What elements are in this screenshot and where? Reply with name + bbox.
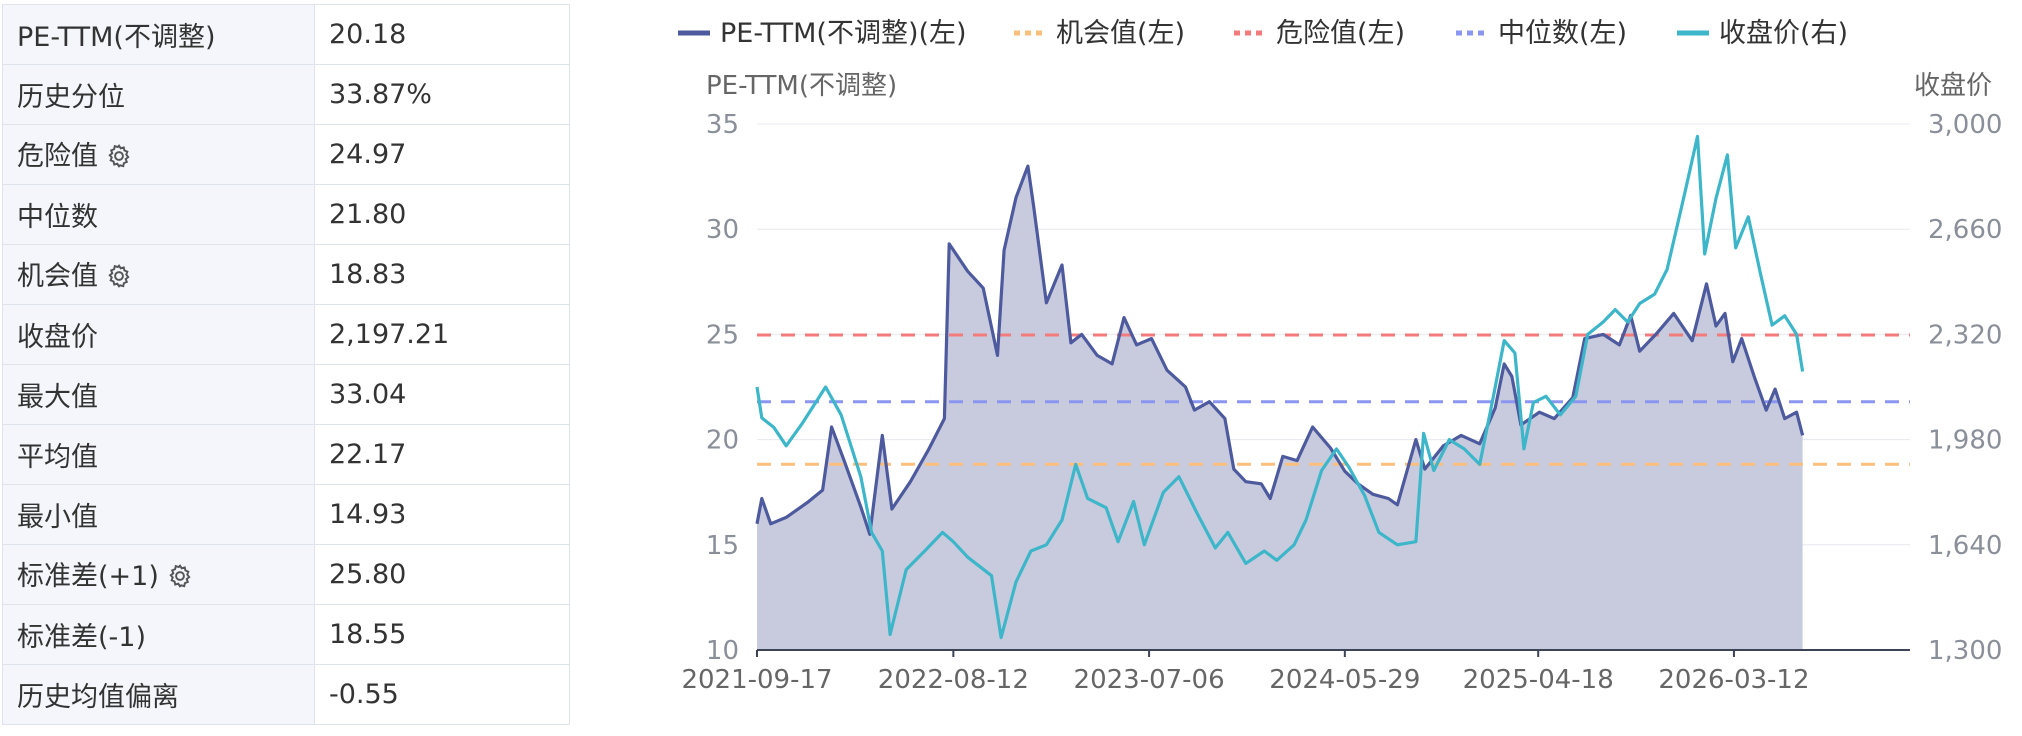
stats-label: 中位数 (17, 202, 98, 233)
stats-row: 历史均值偏离 -0.55 (2, 664, 570, 725)
stats-label-cell: 机会值 (2, 244, 315, 305)
legend-item[interactable]: 中位数(左) (1456, 18, 1627, 49)
stats-label: 标准差(-1) (17, 622, 146, 653)
stats-value: 2,197.21 (314, 304, 570, 365)
stats-label-cell: 标准差(-1) (2, 604, 315, 665)
legend-label: 收盘价(右) (1719, 18, 1848, 49)
legend-item[interactable]: PE-TTM(不调整)(左) (678, 18, 967, 49)
gear-icon[interactable] (167, 563, 193, 596)
stats-label-cell: 最小值 (2, 484, 315, 545)
pe-area-layer (757, 166, 1803, 650)
x-tick-label: 2025-04-18 (1463, 665, 1614, 695)
gear-icon[interactable] (106, 263, 132, 296)
stats-label-cell: 危险值 (2, 124, 315, 185)
stats-label-cell: 标准差(+1) (2, 544, 315, 605)
stats-label: 历史分位 (17, 82, 125, 113)
stats-label-cell: PE-TTM(不调整) (2, 4, 315, 65)
series-layer (755, 134, 1805, 640)
legend-label: 危险值(左) (1276, 18, 1405, 49)
stats-label: 平均值 (17, 442, 98, 473)
chart-axes: 10 1,300 15 1,640 20 1,980 25 2,320 30 2,660 35 3,0… (681, 71, 2002, 695)
stats-label: 机会值 (17, 260, 98, 292)
legend-item[interactable]: 收盘价(右) (1677, 18, 1848, 49)
stats-label-cell: 最大值 (2, 364, 315, 425)
x-tick-label: 2022-08-12 (878, 665, 1029, 695)
y-right-tick-label: 3,000 (1928, 110, 2002, 140)
stats-value: 14.93 (314, 484, 570, 545)
stats-label: 历史均值偏离 (17, 682, 179, 713)
y-left-tick-label: 20 (706, 426, 739, 456)
y-right-tick-label: 1,640 (1928, 531, 2002, 561)
stats-value: 33.87% (314, 64, 570, 125)
x-tick-label: 2021-09-17 (681, 665, 832, 695)
x-tick-label: 2026-03-12 (1658, 665, 1809, 695)
close-price-line (755, 134, 1805, 640)
stats-row: 最大值 33.04 (2, 364, 570, 425)
stats-value: 18.83 (314, 244, 570, 305)
y-left-tick-label: 30 (706, 215, 739, 245)
chart-legend[interactable]: PE-TTM(不调整)(左) 机会值(左) 危险值(左) 中位数(左) 收盘价(右) (678, 18, 1848, 49)
gear-icon[interactable] (106, 143, 132, 176)
legend-label: 机会值(左) (1056, 18, 1185, 49)
stats-row: PE-TTM(不调整) 20.18 (2, 4, 570, 65)
stats-label: 标准差(+1) (17, 560, 159, 592)
stats-label-cell: 中位数 (2, 184, 315, 245)
y-right-tick-label: 2,660 (1928, 215, 2002, 245)
stats-value: -0.55 (314, 664, 570, 725)
pe-area-fill (757, 166, 1803, 650)
stats-row: 收盘价 2,197.21 (2, 304, 570, 365)
y-left-tick-label: 10 (706, 636, 739, 666)
y-right-tick-label: 1,980 (1928, 426, 2002, 456)
stats-label: 危险值 (17, 140, 98, 172)
stats-row: 平均值 22.17 (2, 424, 570, 485)
y-right-tick-label: 1,300 (1928, 636, 2002, 666)
stats-row: 标准差(-1) 18.55 (2, 604, 570, 665)
right-axis-title: 收盘价 (1914, 71, 1992, 101)
stats-value: 24.97 (314, 124, 570, 185)
stats-value: 25.80 (314, 544, 570, 605)
y-left-tick-label: 15 (706, 531, 739, 561)
y-right-tick-label: 2,320 (1928, 320, 2002, 350)
stats-row: 历史分位 33.87% (2, 64, 570, 125)
pe-chart: PE-TTM(不调整)(左) 机会值(左) 危险值(左) 中位数(左) 收盘价(右) 1… (678, 18, 2002, 695)
y-left-tick-label: 25 (706, 320, 739, 350)
stats-label-cell: 历史分位 (2, 64, 315, 125)
stats-label: 收盘价 (17, 322, 98, 353)
stats-row: 危险值 24.97 (2, 124, 570, 185)
stats-row: 机会值 18.83 (2, 244, 570, 305)
left-axis-title: PE-TTM(不调整) (706, 71, 897, 101)
stats-table-body: PE-TTM(不调整) 20.18 历史分位 33.87% 危险值 24.97 中位数 21.… (2, 4, 570, 725)
stats-value: 20.18 (314, 4, 570, 65)
pe-ttm-line (755, 164, 1805, 536)
legend-label: 中位数(左) (1498, 18, 1627, 49)
stats-row: 中位数 21.80 (2, 184, 570, 245)
stats-row: 最小值 14.93 (2, 484, 570, 545)
legend-item[interactable]: 机会值(左) (1014, 18, 1185, 49)
stats-label: 最大值 (17, 382, 98, 413)
stats-value: 22.17 (314, 424, 570, 485)
reference-lines (757, 333, 1910, 466)
y-left-tick-label: 35 (706, 110, 739, 140)
stats-label: 最小值 (17, 502, 98, 533)
stats-label-cell: 收盘价 (2, 304, 315, 365)
legend-label: PE-TTM(不调整)(左) (720, 18, 967, 49)
x-tick-label: 2024-05-29 (1269, 665, 1420, 695)
legend-item[interactable]: 危险值(左) (1234, 18, 1405, 49)
stats-label-cell: 历史均值偏离 (2, 664, 315, 725)
stats-row: 标准差(+1) 25.80 (2, 544, 570, 605)
stats-value: 18.55 (314, 604, 570, 665)
stats-value: 21.80 (314, 184, 570, 245)
stats-table: PE-TTM(不调整) 20.18 历史分位 33.87% 危险值 24.97 中位数 21.… (2, 4, 570, 725)
stats-label-cell: 平均值 (2, 424, 315, 485)
x-tick-label: 2023-07-06 (1074, 665, 1225, 695)
stats-label: PE-TTM(不调整) (17, 22, 216, 53)
stats-value: 33.04 (314, 364, 570, 425)
